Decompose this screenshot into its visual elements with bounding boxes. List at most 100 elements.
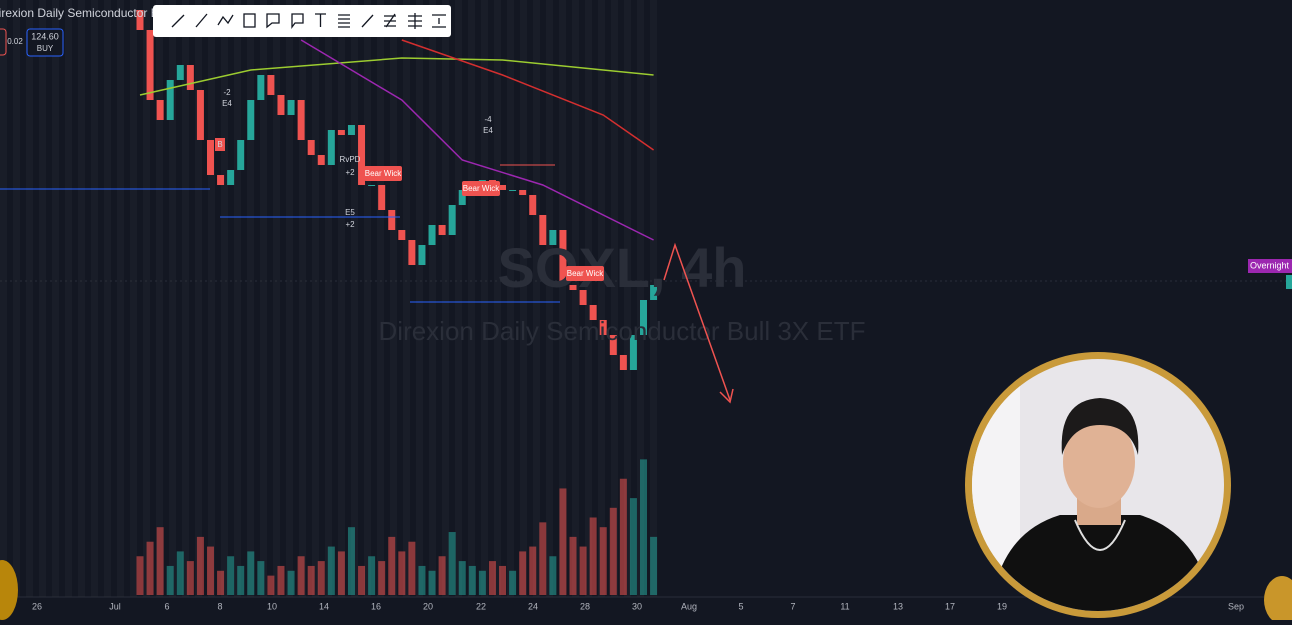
volume-bar	[418, 565, 426, 595]
volume-bar	[368, 556, 376, 595]
x-tick-label: 26	[32, 601, 42, 611]
volume-bar	[297, 556, 305, 595]
candle-body	[589, 305, 597, 320]
tool-icon[interactable]	[217, 14, 234, 26]
candle-body	[629, 335, 637, 370]
session-stripe	[208, 0, 215, 597]
session-stripe	[598, 0, 605, 597]
x-tick-label: 7	[790, 601, 795, 611]
annotation: +2	[345, 168, 355, 177]
session-stripe	[299, 0, 306, 597]
x-tick-label: 30	[632, 601, 642, 611]
buy-label: BUY	[37, 44, 54, 53]
tool-icon[interactable]	[408, 13, 422, 29]
session-stripe	[104, 0, 111, 597]
session-stripe	[195, 0, 202, 597]
person-face	[1063, 416, 1135, 508]
tool-icon[interactable]	[266, 13, 280, 29]
x-tick-label: 24	[528, 601, 538, 611]
session-stripe	[611, 0, 618, 597]
volume-bar	[408, 541, 416, 595]
session-stripe	[546, 0, 553, 597]
session-stripe	[377, 0, 384, 597]
spread: 0.02	[7, 37, 23, 46]
x-tick-label: 28	[580, 601, 590, 611]
volume-bar	[267, 575, 275, 595]
tool-icon[interactable]	[195, 13, 208, 28]
session-stripe	[624, 0, 631, 597]
session-stripe	[572, 0, 579, 597]
candle-body	[237, 140, 245, 170]
session-stripe	[429, 0, 436, 597]
candle-body	[287, 100, 295, 115]
tool-icon[interactable]	[315, 13, 326, 27]
candle-body	[307, 140, 315, 155]
tool-icon[interactable]	[171, 14, 185, 28]
tool-icon[interactable]	[361, 14, 374, 28]
sell-button[interactable]	[0, 28, 7, 56]
volume-bar	[549, 556, 557, 595]
session-stripe	[39, 0, 46, 597]
session-stripe	[559, 0, 566, 597]
volume-bar	[569, 536, 577, 595]
candle-body	[257, 75, 265, 100]
volume-bar	[337, 551, 345, 595]
session-stripe	[585, 0, 592, 597]
x-tick-label: 16	[371, 601, 381, 611]
tool-icon[interactable]	[243, 13, 256, 28]
candle-body	[398, 230, 406, 240]
session-stripe	[442, 0, 449, 597]
session-stripe	[143, 0, 150, 597]
candle-body	[499, 185, 507, 190]
session-stripe	[52, 0, 59, 597]
watermark-symbol: SOXL, 4h	[498, 236, 747, 299]
x-tick-label: 10	[267, 601, 277, 611]
candle-body	[247, 100, 255, 140]
x-tick-label: 19	[997, 601, 1007, 611]
volume-bar	[388, 536, 396, 595]
session-stripe	[468, 0, 475, 597]
badge	[364, 166, 402, 181]
candle-body	[368, 185, 376, 186]
candle-body	[458, 190, 466, 205]
session-stripe	[390, 0, 397, 597]
x-tick-label: Sep	[1228, 601, 1244, 611]
session-stripe	[286, 0, 293, 597]
tool-icon[interactable]	[338, 14, 350, 28]
buy-button[interactable]	[26, 28, 64, 57]
session-stripe	[364, 0, 371, 597]
candle-body	[347, 125, 355, 135]
session-stripe	[520, 0, 527, 597]
volume-bar	[247, 551, 255, 595]
drawn-arrow	[663, 242, 731, 401]
person-shirt	[990, 515, 1215, 611]
person-hair	[1061, 398, 1139, 455]
tool-icon[interactable]	[384, 13, 396, 28]
session-stripe	[65, 0, 72, 597]
session-stripe	[494, 0, 501, 597]
session-stripe	[273, 0, 280, 597]
candle-body	[579, 290, 587, 305]
candle-body	[317, 155, 325, 165]
moving-average	[300, 39, 654, 241]
candle-body	[539, 215, 547, 245]
session-stripe	[13, 0, 20, 597]
session-stripe	[0, 0, 7, 597]
volume-bar	[458, 561, 466, 595]
session-stripe	[221, 0, 228, 597]
volume-bar	[609, 507, 617, 595]
volume-bar	[237, 565, 245, 595]
session-stripe	[351, 0, 358, 597]
volume-bar	[428, 570, 436, 595]
session-stripe	[507, 0, 514, 597]
tool-icon[interactable]	[291, 13, 304, 29]
annotation: E4	[222, 99, 232, 108]
candle-body	[619, 355, 627, 370]
annotation: Bear Wick	[365, 169, 402, 178]
candle-body	[196, 90, 204, 140]
x-tick-label: 20	[423, 601, 433, 611]
volume-bar	[468, 565, 476, 595]
tool-icon[interactable]	[432, 14, 446, 28]
annotation: -2	[223, 88, 231, 97]
person-chain	[1074, 519, 1126, 551]
